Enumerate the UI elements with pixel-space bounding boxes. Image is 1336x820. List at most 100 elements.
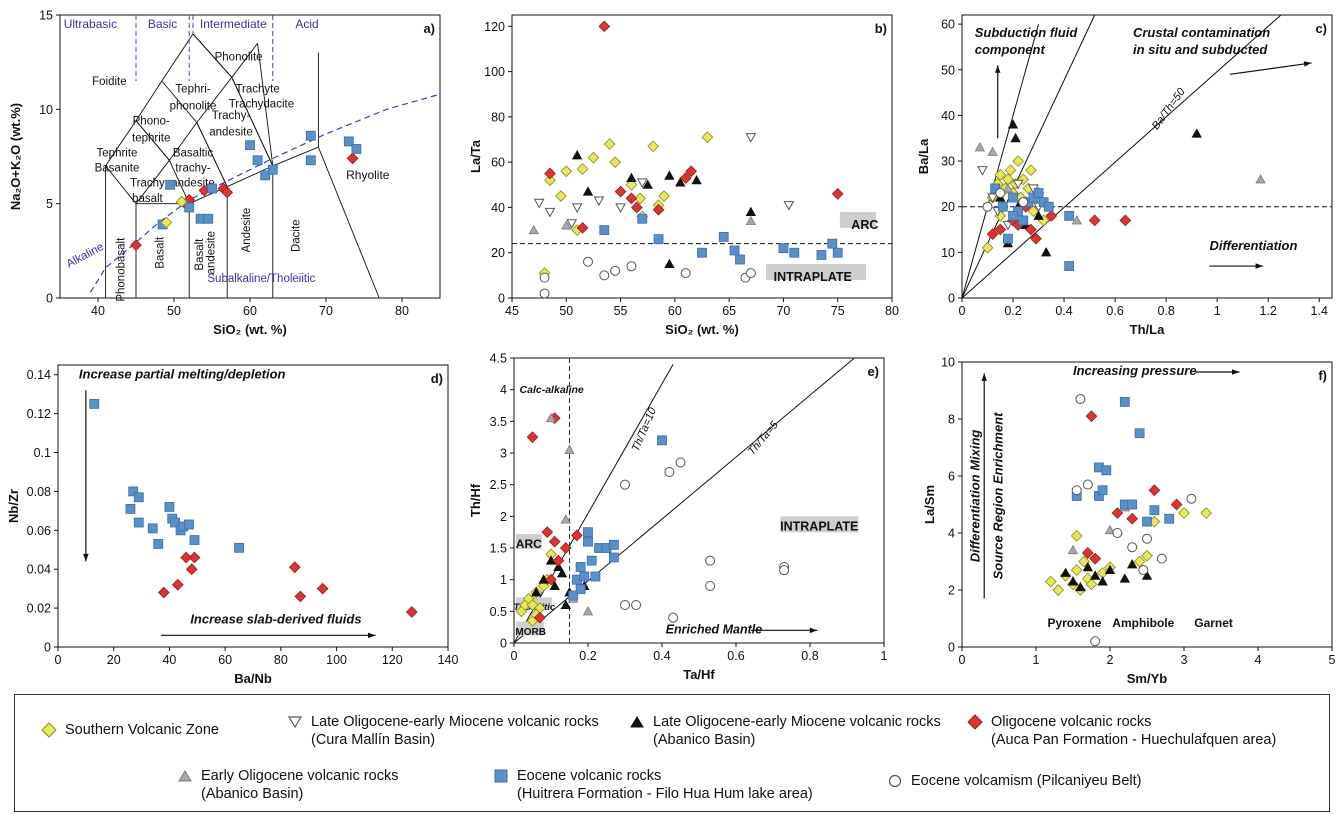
plot-frame (961, 14, 1333, 299)
data-point (539, 288, 550, 299)
x-axis-label: Ba/Nb (234, 671, 272, 686)
data-point (1127, 542, 1138, 553)
data-point (1070, 529, 1083, 542)
data-point (745, 268, 756, 279)
legend-label: Early Oligocene volcanic rocks (201, 768, 399, 784)
data-point (405, 606, 418, 618)
x-tick-label: 0.8 (1157, 304, 1174, 318)
field-name: Basanite (95, 163, 140, 175)
field-boundary (105, 165, 137, 204)
data-point (994, 223, 1007, 236)
data-point (697, 247, 707, 258)
region-label: INTRAPLATE (780, 519, 858, 533)
field-name: Basalt (154, 236, 166, 269)
data-point (745, 133, 757, 143)
data-point (631, 600, 642, 610)
legend-sublabel: (Huitrera Formation - Filo Hua Hum lake … (517, 786, 813, 802)
x-tick-label: 2 (1107, 653, 1114, 667)
y-axis-label: Th/Hf (468, 483, 483, 517)
data-point (590, 571, 601, 582)
legend-item-eocene: Eocene volcanic rocks (Huitrera Formation… (493, 767, 813, 803)
plot-frame (57, 364, 449, 648)
data-point (560, 599, 571, 609)
arrow-head (981, 373, 987, 381)
ratio-line-label: Th/Ta=10 (630, 405, 660, 453)
data-point (1052, 584, 1065, 596)
data-point (1119, 573, 1130, 583)
x-axis-label: Ta/Hf (683, 667, 715, 682)
y-tick-label: 10 (941, 356, 955, 370)
data-point (571, 203, 583, 213)
field-name: Phonolite (215, 51, 263, 63)
x-tick-label: 60 (668, 304, 682, 318)
data-point (207, 183, 217, 194)
data-point (260, 170, 271, 181)
data-point (735, 254, 745, 265)
y-tick-label: 1.5 (490, 542, 507, 556)
data-point (534, 611, 546, 624)
data-point (647, 140, 660, 153)
data-point (1018, 215, 1029, 226)
data-point (571, 529, 583, 542)
data-point (783, 201, 795, 211)
x-tick-label: 80 (274, 653, 288, 667)
data-point (1018, 197, 1029, 208)
y-tick-label: 0 (500, 637, 507, 651)
x-tick-label: 0 (959, 653, 966, 667)
x-tick-label: 0.4 (1055, 304, 1072, 318)
data-point (559, 542, 572, 554)
data-point (545, 573, 557, 586)
data-point (679, 172, 692, 184)
data-point (1027, 205, 1040, 218)
data-point (561, 220, 572, 230)
data-point (575, 584, 586, 595)
field-boundary (192, 33, 233, 78)
tag-bg (780, 516, 859, 533)
data-point (343, 136, 354, 147)
data-point (652, 203, 665, 216)
alkaline-label: Alkaline (65, 241, 106, 271)
data-point (1064, 261, 1075, 271)
field-name: Rhyolite (346, 168, 390, 182)
annotation: Garnet (1194, 616, 1233, 630)
panel-label: f) (1318, 368, 1327, 383)
data-point (1097, 485, 1108, 496)
data-point (987, 193, 998, 204)
y-tick-label: 60 (941, 18, 955, 32)
plot-frame (513, 357, 885, 644)
data-point (625, 192, 638, 205)
x-tick-label: 0 (55, 653, 62, 667)
legend-item-cura-mallin: Late Oligocene-early Miocene volcanic ro… (287, 713, 599, 749)
y-tick-label: 80 (491, 110, 505, 124)
data-point (609, 539, 619, 550)
data-point (1191, 128, 1202, 138)
region-label: INTRAPLATE (774, 270, 852, 284)
data-point (1067, 544, 1079, 555)
data-point (1149, 505, 1160, 516)
data-point (160, 216, 173, 229)
x-axis-label: SiO₂ (wt. %) (665, 322, 739, 337)
data-point (609, 156, 622, 169)
data-point (1025, 164, 1037, 177)
data-point (664, 258, 675, 269)
data-point (705, 581, 716, 591)
data-point (1127, 559, 1138, 569)
legend-sublabel: (Abanico Basin) (653, 732, 756, 748)
data-point (1126, 512, 1139, 525)
data-point (634, 192, 646, 205)
data-point (1033, 210, 1044, 220)
data-point (582, 186, 594, 196)
data-point (1186, 493, 1197, 504)
data-point (267, 164, 278, 175)
data-point (549, 580, 560, 590)
data-point (995, 188, 1006, 199)
data-point (171, 578, 184, 591)
data-point (664, 467, 675, 477)
data-point (1064, 210, 1075, 221)
tag-bg (766, 264, 867, 281)
data-point (620, 479, 630, 490)
data-point (1071, 485, 1082, 496)
data-point (718, 231, 729, 242)
annotation: Increasing pressure (1073, 363, 1197, 378)
data-point (1030, 232, 1042, 245)
